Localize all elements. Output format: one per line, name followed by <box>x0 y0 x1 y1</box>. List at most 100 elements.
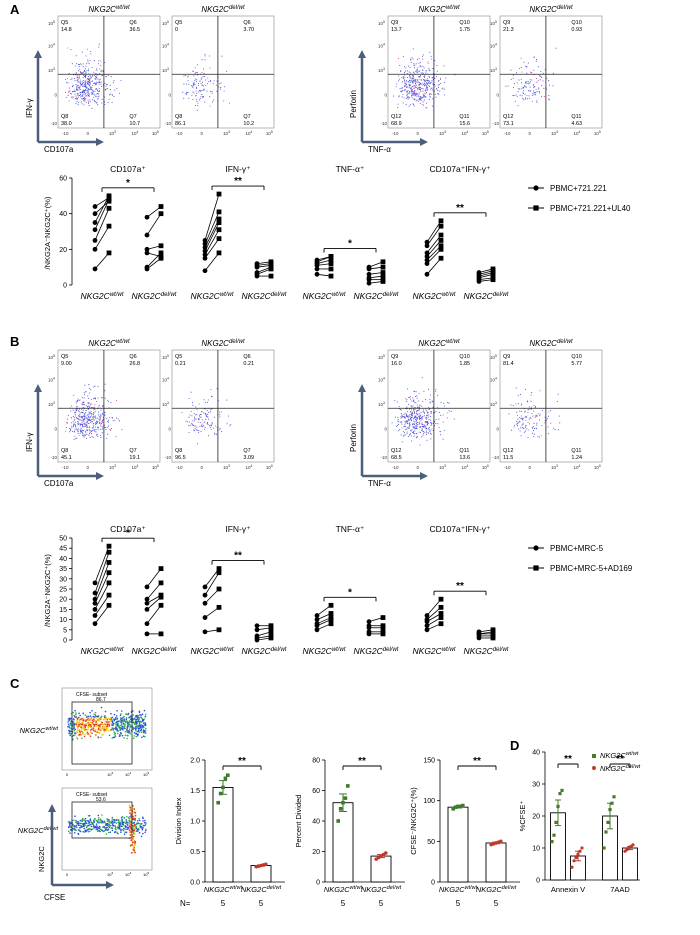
flow-event-dot <box>96 83 98 85</box>
cfse-event-dot <box>136 727 139 729</box>
flow-event-dot <box>99 414 101 416</box>
flow-event-dot <box>87 421 89 423</box>
genotype-name: NKG2C <box>413 646 443 656</box>
flow-event-dot <box>538 91 540 93</box>
flow-event-dot <box>195 418 197 420</box>
data-point-circle <box>580 846 584 850</box>
paired-line <box>94 252 110 270</box>
flow-event-dot <box>76 405 78 407</box>
paired-line <box>426 240 442 257</box>
y-tick-label: 40 <box>532 750 540 757</box>
cfse-event-dot <box>132 825 134 827</box>
flow-event-dot <box>191 420 193 422</box>
x-category-label: NKG2Cwt/wt <box>413 646 456 656</box>
cfse-event-dot <box>112 819 115 821</box>
flow-event-dot <box>406 431 408 433</box>
cfse-event-dot <box>126 731 129 734</box>
cfse-event-dot <box>121 821 123 824</box>
legend-label: PBMC+MRC-5+AD169 <box>550 564 633 573</box>
flow-event-dot <box>193 92 195 94</box>
flow-event-dot <box>536 101 538 103</box>
flow-event-dot <box>536 424 538 426</box>
cfse-event-dot <box>126 823 129 826</box>
flow-event-dot <box>76 428 78 430</box>
cfse-event-dot <box>97 715 100 717</box>
flow-event-dot <box>213 99 215 101</box>
flow-event-dot <box>532 415 534 417</box>
flow-event-dot <box>526 416 528 418</box>
quadrant-value: 4.63 <box>571 121 582 127</box>
cfse-event-dot <box>114 821 116 823</box>
y-tick-label: 104 <box>378 42 385 48</box>
flow-event-dot <box>92 414 95 416</box>
flow-event-dot <box>409 424 411 426</box>
flow-event-dot <box>102 426 104 428</box>
flow-event-dot <box>430 58 433 60</box>
flow-event-dot <box>414 94 416 96</box>
paired-line <box>204 211 220 245</box>
flow-event-dot <box>96 96 98 98</box>
flow-event-dot <box>420 90 422 93</box>
flow-event-dot <box>446 417 448 419</box>
flow-event-dot <box>207 77 209 79</box>
flow-event-dot <box>422 411 424 413</box>
flow-event-dot <box>202 76 204 78</box>
circle-point <box>254 633 260 639</box>
flow-event-dot <box>212 83 214 85</box>
flow-event-dot <box>527 421 529 424</box>
flow-event-dot <box>425 96 427 98</box>
flow-event-dot <box>541 425 543 427</box>
square-point <box>380 629 386 635</box>
square-point <box>106 602 112 608</box>
cfse-event-dot <box>140 731 143 734</box>
cfse-event-dot <box>127 730 129 732</box>
circle-point <box>314 257 320 263</box>
flow-event-dot <box>76 400 78 402</box>
flow-event-dot <box>522 92 524 94</box>
flow-event-dot <box>423 76 426 78</box>
cfse-event-dot <box>93 729 95 732</box>
cfse-event-dot <box>129 812 131 814</box>
flow-event-dot <box>218 411 220 413</box>
cfse-event-dot <box>74 728 76 731</box>
cfse-event-dot <box>104 720 107 723</box>
flow-event-dot <box>434 420 436 423</box>
cfse-event-dot <box>136 718 138 721</box>
flow-event-dot <box>430 82 432 84</box>
flow-event-dot <box>440 82 442 84</box>
flow-event-dot <box>552 85 554 87</box>
x-tick-label: 103 <box>551 464 558 470</box>
cfse-event-dot <box>75 712 77 714</box>
circle-point <box>144 600 150 606</box>
flow-event-dot <box>203 89 205 91</box>
flow-event-dot <box>196 443 199 445</box>
flow-event-dot <box>198 419 200 421</box>
quadrant-label: Q6 <box>243 354 250 360</box>
flow-event-dot <box>543 87 545 89</box>
quadrant-label: Q9 <box>503 20 510 26</box>
flow-event-dot <box>87 408 89 410</box>
flow-event-dot <box>530 71 532 73</box>
square-point <box>328 611 334 616</box>
cfse-event-dot <box>133 829 136 832</box>
flow-event-dot <box>197 418 199 420</box>
cfse-event-dot <box>111 822 114 825</box>
cfse-event-dot <box>140 714 142 716</box>
data-point-circle <box>264 862 268 867</box>
flow-event-dot <box>431 89 433 91</box>
flow-event-dot <box>88 429 90 431</box>
flow-event-dot <box>82 63 84 65</box>
flow-event-dot <box>404 412 406 414</box>
flow-event-dot <box>186 76 189 78</box>
genotype-name: NKG2C <box>88 5 116 14</box>
flow-event-dot <box>74 90 76 92</box>
square-point <box>438 238 444 243</box>
flow-event-dot <box>531 79 533 81</box>
cfse-event-dot <box>97 814 100 817</box>
flow-event-dot <box>536 415 538 418</box>
flow-event-dot <box>79 79 81 81</box>
flow-event-dot <box>201 72 203 74</box>
flow-event-dot <box>192 91 194 93</box>
flow-event-dot <box>84 80 86 82</box>
